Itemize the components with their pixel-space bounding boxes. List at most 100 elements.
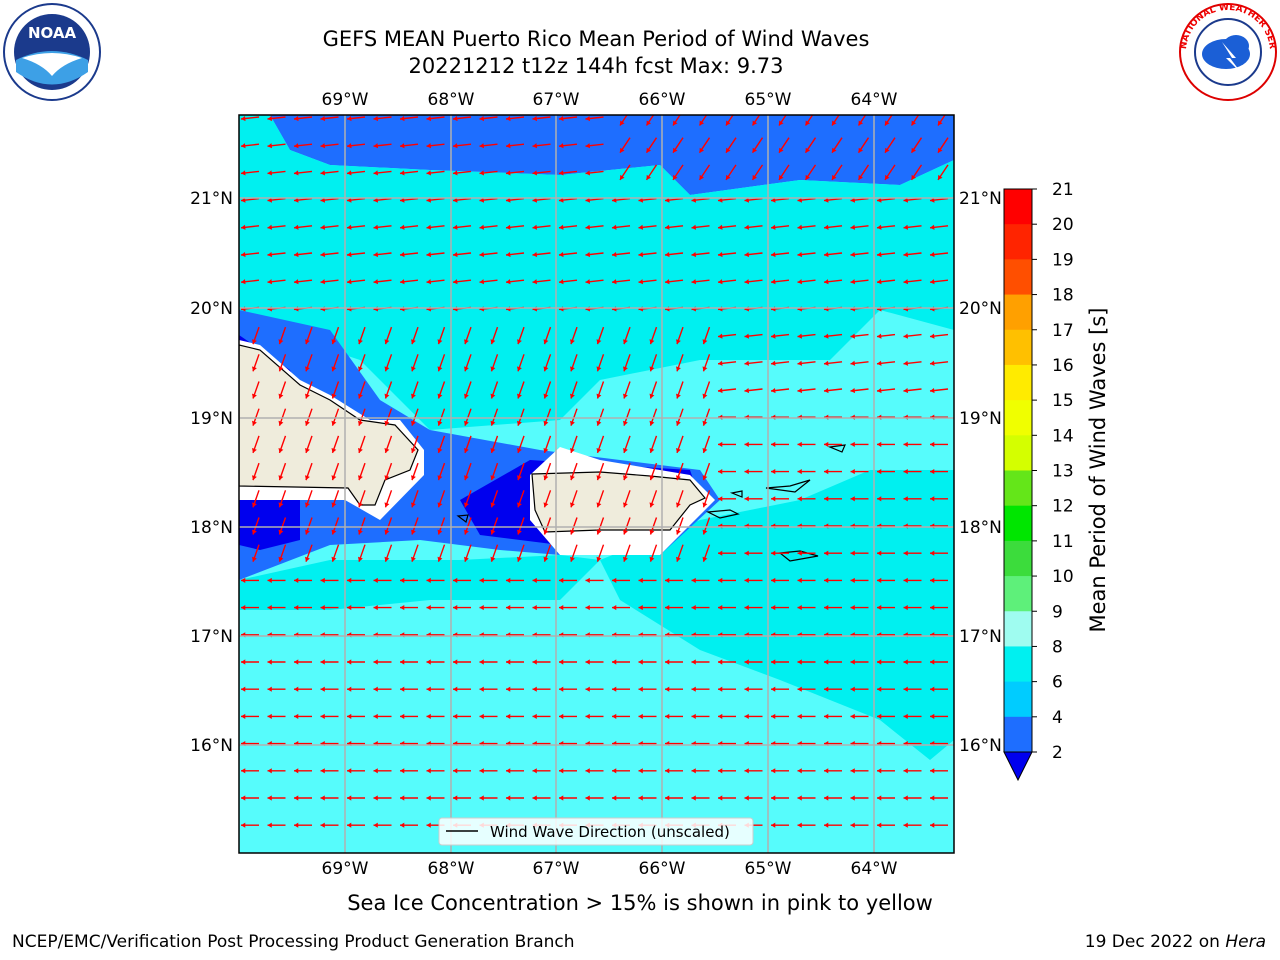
wind-arrow-head xyxy=(797,550,802,556)
wind-arrow-head xyxy=(797,605,802,611)
wind-arrow-head xyxy=(752,120,758,126)
wind-arrow-head xyxy=(702,529,708,535)
wind-arrow-head xyxy=(797,441,802,447)
wind-arrow-head xyxy=(490,556,496,562)
wind-arrow-head xyxy=(437,339,443,345)
wind-arrow-head xyxy=(320,197,326,203)
wind-arrow-head xyxy=(331,393,337,399)
wind-arrow-head xyxy=(877,333,882,339)
svg-text:NOAA: NOAA xyxy=(28,24,77,42)
wind-arrow-head xyxy=(596,475,602,481)
wind-arrow-head xyxy=(426,224,432,230)
wind-arrow-head xyxy=(675,556,681,562)
chart-title: GEFS MEAN Puerto Rico Mean Period of Win… xyxy=(322,27,870,51)
wind-arrow-head xyxy=(691,659,696,665)
wind-arrow-head xyxy=(410,448,416,453)
lon-label: 68°W xyxy=(428,859,475,879)
wind-arrow-head xyxy=(347,224,352,230)
wind-arrow-head xyxy=(426,605,431,611)
wind-arrow-head xyxy=(797,387,803,394)
wind-arrow-head xyxy=(384,529,390,535)
colorbar-tick-label: 8 xyxy=(1052,637,1063,657)
wind-arrow-head xyxy=(320,170,326,176)
wind-arrow-head xyxy=(718,333,723,339)
wind-arrow-head xyxy=(805,120,811,126)
wind-arrow-head xyxy=(251,502,257,508)
wind-arrow-head xyxy=(797,360,803,366)
wind-arrow-head xyxy=(532,686,537,692)
wind-arrow-head xyxy=(384,420,390,426)
wind-arrow-head xyxy=(569,420,575,426)
wind-arrow-head xyxy=(267,115,273,122)
contour-cyan-east xyxy=(600,380,954,760)
wind-arrow-head xyxy=(691,197,697,203)
wind-arrow-head xyxy=(532,279,538,285)
wind-arrow-head xyxy=(506,659,511,665)
wind-arrow-head xyxy=(930,360,935,366)
wind-arrow-head xyxy=(771,550,776,556)
colorbar-segment xyxy=(1004,540,1032,577)
wind-arrow-head xyxy=(903,279,909,285)
wind-arrow-head xyxy=(400,577,405,583)
wind-arrow-head xyxy=(903,686,908,692)
wind-arrow-head xyxy=(622,366,628,372)
wind-arrow-head xyxy=(771,822,776,828)
wind-arrow-head xyxy=(585,713,590,719)
wind-arrow-head xyxy=(278,339,284,345)
wind-arrow-head xyxy=(373,686,378,692)
wind-arrow-head xyxy=(797,795,802,801)
wind-arrow-head xyxy=(347,577,352,583)
wind-arrow-head xyxy=(850,224,856,230)
wind-arrow-head xyxy=(294,713,299,719)
wind-arrow-head xyxy=(320,224,326,230)
wind-arrow-head xyxy=(824,387,829,394)
wind-arrow-head xyxy=(903,469,908,475)
wind-arrow-head xyxy=(675,420,681,426)
wind-arrow-head xyxy=(373,768,378,774)
wind-arrow-head xyxy=(479,605,484,611)
footer-date: 19 Dec 2022 on Hera xyxy=(1085,932,1266,952)
wind-arrow-head xyxy=(718,659,723,665)
wind-arrow-head xyxy=(622,448,628,453)
wind-arrow-head xyxy=(824,251,829,258)
wind-arrow-head xyxy=(702,420,708,426)
wind-arrow-head xyxy=(850,469,855,475)
wind-arrow-head xyxy=(278,502,284,508)
wind-arrow-head xyxy=(665,224,670,230)
wind-arrow-head xyxy=(559,659,564,665)
wind-arrow-head xyxy=(622,420,628,426)
wind-arrow-head xyxy=(347,795,352,801)
wind-arrow-head xyxy=(569,556,575,562)
wind-arrow-head xyxy=(426,768,431,774)
wind-arrow-head xyxy=(267,170,273,176)
lat-label: 16°N xyxy=(190,736,233,756)
wind-arrow-head xyxy=(638,197,644,203)
wind-arrow-head xyxy=(400,197,405,203)
wind-arrow-head xyxy=(490,339,496,345)
wind-arrow-head xyxy=(294,659,299,665)
wind-arrow-head xyxy=(437,502,443,508)
wind-arrow-head xyxy=(938,120,943,126)
wind-arrow-head xyxy=(744,251,750,258)
wind-arrow-head xyxy=(638,768,643,774)
wind-arrow-head xyxy=(596,448,602,453)
wind-arrow-head xyxy=(702,339,708,345)
wind-arrow-head xyxy=(718,577,723,583)
wind-arrow-head xyxy=(559,197,564,203)
wind-arrow-head xyxy=(699,174,705,180)
wind-arrow-head xyxy=(437,556,443,562)
wind-arrow-head xyxy=(294,605,299,611)
wind-arrow-head xyxy=(585,197,591,203)
wind-arrow-head xyxy=(885,120,890,126)
colorbar-segment xyxy=(1004,576,1032,612)
map-legend: Wind Wave Direction (unscaled) xyxy=(438,817,754,846)
wind-arrow-head xyxy=(691,686,696,692)
wind-arrow-head xyxy=(373,143,379,149)
wind-arrow-head xyxy=(771,197,776,203)
wind-arrow-head xyxy=(903,605,908,611)
wind-arrow-head xyxy=(278,475,284,481)
wind-arrow-head xyxy=(347,822,352,828)
wind-arrow-head xyxy=(463,502,469,508)
wind-arrow-head xyxy=(691,224,697,230)
wind-arrow-head xyxy=(543,475,549,481)
